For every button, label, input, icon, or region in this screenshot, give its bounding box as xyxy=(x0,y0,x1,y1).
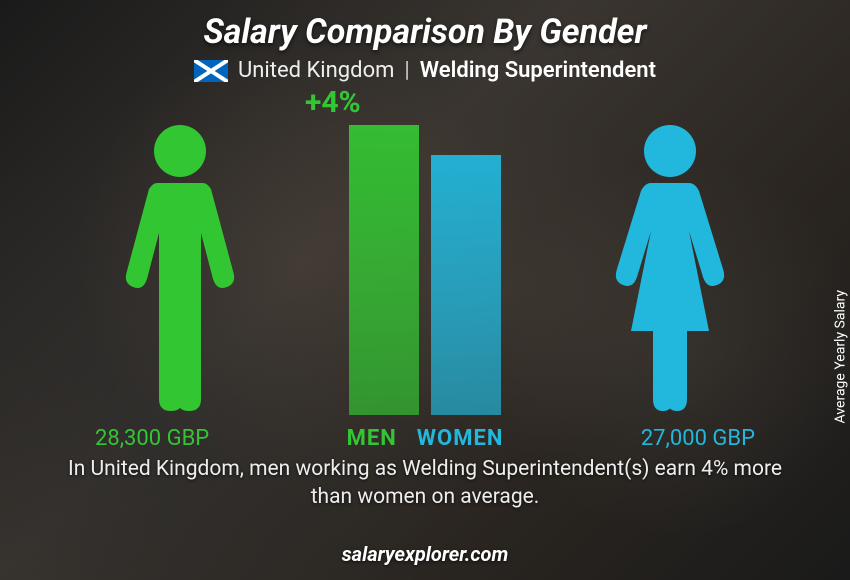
subtitle-row: United Kingdom | Welding Superintendent xyxy=(194,58,656,83)
men-bar xyxy=(349,125,419,415)
bar-group xyxy=(349,125,501,415)
footer-source: salaryexplorer.com xyxy=(342,542,509,566)
chart-area: +4% 28,300 GBP MEN WO xyxy=(125,85,725,455)
women-label: WOMEN xyxy=(417,426,504,451)
separator: | xyxy=(404,58,409,83)
country-label: United Kingdom xyxy=(238,58,394,83)
delta-label: +4% xyxy=(305,85,361,120)
summary-text: In United Kingdom, men working as Weldin… xyxy=(55,455,795,512)
y-axis-label: Average Yearly Salary xyxy=(832,290,848,423)
women-salary-value: 27,000 GBP xyxy=(641,426,755,451)
job-title-label: Welding Superintendent xyxy=(420,58,656,83)
labels-row: 28,300 GBP MEN WOMEN 27,000 GBP xyxy=(125,426,725,451)
content-container: Salary Comparison By Gender United Kingd… xyxy=(0,0,850,580)
women-bar xyxy=(431,155,501,415)
women-figure-icon xyxy=(605,121,735,415)
men-label: MEN xyxy=(347,426,397,451)
men-salary-value: 28,300 GBP xyxy=(95,426,209,451)
men-figure-icon xyxy=(115,121,245,415)
flag-icon xyxy=(194,60,228,82)
page-title: Salary Comparison By Gender xyxy=(203,12,646,52)
